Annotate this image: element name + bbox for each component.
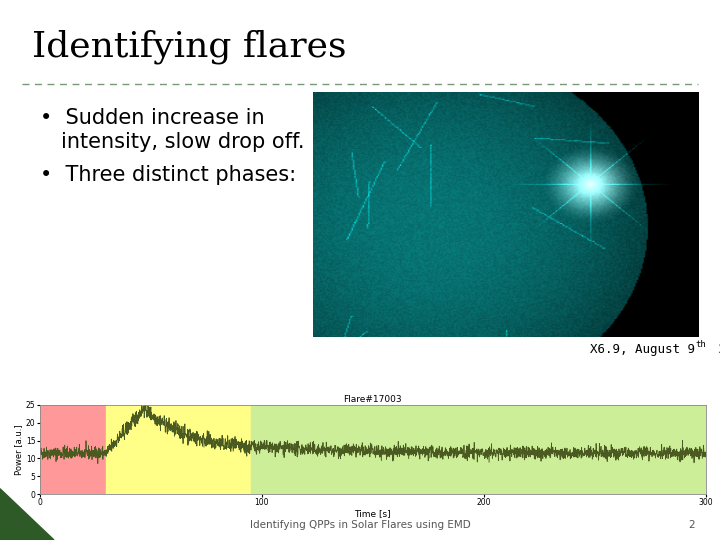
Y-axis label: Power [a.u.]: Power [a.u.] <box>14 424 23 475</box>
Bar <box>251 405 706 494</box>
Text: X6.9, August 9: X6.9, August 9 <box>590 343 695 356</box>
Title: Flare#17003: Flare#17003 <box>343 395 402 404</box>
Bar <box>40 405 107 494</box>
Text: Identifying flares: Identifying flares <box>32 30 347 64</box>
Text: 2011: 2011 <box>711 343 720 356</box>
X-axis label: Time [s]: Time [s] <box>354 509 391 518</box>
Text: th: th <box>696 340 706 349</box>
Text: •  Three distinct phases:: • Three distinct phases: <box>40 165 296 185</box>
Text: 2: 2 <box>688 520 695 530</box>
Text: •  Sudden increase in: • Sudden increase in <box>40 108 264 128</box>
Bar <box>107 405 251 494</box>
Polygon shape <box>0 489 54 540</box>
Text: Identifying QPPs in Solar Flares using EMD: Identifying QPPs in Solar Flares using E… <box>250 520 470 530</box>
Text: intensity, slow drop off.: intensity, slow drop off. <box>61 132 305 152</box>
